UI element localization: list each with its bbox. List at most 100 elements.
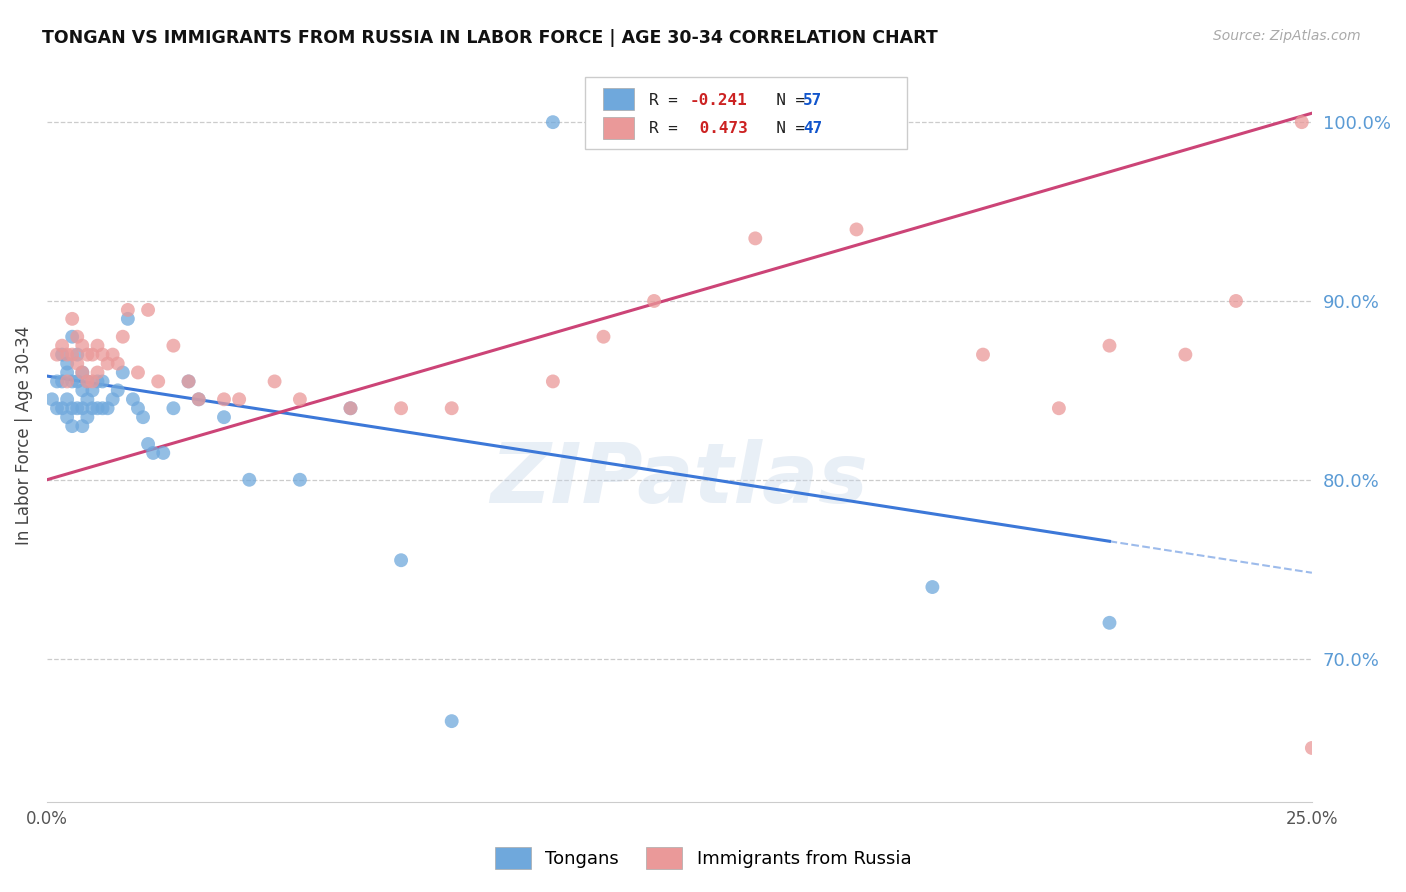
Point xyxy=(162,339,184,353)
Point xyxy=(339,401,361,416)
Point xyxy=(117,311,139,326)
Point xyxy=(76,375,98,389)
Point xyxy=(76,410,98,425)
Point xyxy=(76,392,98,407)
Point xyxy=(1098,615,1121,630)
Point xyxy=(162,401,184,416)
Point xyxy=(56,375,79,389)
Point xyxy=(72,419,94,434)
Point xyxy=(72,366,94,380)
Point xyxy=(117,302,139,317)
Point xyxy=(718,115,741,129)
Point xyxy=(56,392,79,407)
Point xyxy=(643,115,665,129)
Point xyxy=(152,446,174,460)
Text: ZIPatlas: ZIPatlas xyxy=(491,439,869,519)
Point xyxy=(60,348,83,362)
Point xyxy=(97,357,120,371)
Point xyxy=(1047,401,1070,416)
Text: R =: R = xyxy=(650,121,688,136)
Point xyxy=(389,553,412,567)
FancyBboxPatch shape xyxy=(603,117,634,139)
Point xyxy=(177,375,200,389)
Point xyxy=(82,348,104,362)
Point xyxy=(845,222,868,236)
Point xyxy=(76,375,98,389)
Point xyxy=(60,419,83,434)
Point xyxy=(86,339,108,353)
Point xyxy=(82,401,104,416)
Point xyxy=(1225,293,1247,308)
Point xyxy=(288,473,311,487)
Point xyxy=(921,580,943,594)
Point xyxy=(72,384,94,398)
Point xyxy=(66,357,89,371)
Point xyxy=(1301,741,1323,756)
Point xyxy=(111,366,134,380)
Point xyxy=(72,366,94,380)
Point xyxy=(541,115,564,129)
Point xyxy=(127,366,149,380)
Point xyxy=(86,401,108,416)
Text: 0.473: 0.473 xyxy=(689,121,747,136)
Point xyxy=(60,375,83,389)
Point xyxy=(1291,115,1313,129)
Point xyxy=(91,348,114,362)
Point xyxy=(212,410,235,425)
Point xyxy=(1098,339,1121,353)
Point xyxy=(440,401,463,416)
Point xyxy=(46,348,69,362)
Point xyxy=(86,366,108,380)
Point xyxy=(132,410,155,425)
Point xyxy=(187,392,209,407)
Point xyxy=(288,392,311,407)
Point xyxy=(1174,348,1197,362)
Point xyxy=(51,375,73,389)
Point xyxy=(101,348,124,362)
Point xyxy=(238,473,260,487)
Text: N =: N = xyxy=(756,121,814,136)
Point xyxy=(389,401,412,416)
Text: Source: ZipAtlas.com: Source: ZipAtlas.com xyxy=(1213,29,1361,43)
Point xyxy=(177,375,200,389)
Point xyxy=(972,348,994,362)
Point xyxy=(76,348,98,362)
Point xyxy=(136,302,159,317)
Point xyxy=(148,375,170,389)
Point xyxy=(111,329,134,343)
Legend: Tongans, Immigrants from Russia: Tongans, Immigrants from Russia xyxy=(488,839,918,876)
Point xyxy=(66,329,89,343)
Point xyxy=(212,392,235,407)
Point xyxy=(72,339,94,353)
Point xyxy=(82,384,104,398)
Point xyxy=(592,329,614,343)
Point xyxy=(66,375,89,389)
Point xyxy=(122,392,145,407)
Text: TONGAN VS IMMIGRANTS FROM RUSSIA IN LABOR FORCE | AGE 30-34 CORRELATION CHART: TONGAN VS IMMIGRANTS FROM RUSSIA IN LABO… xyxy=(42,29,938,46)
Point xyxy=(592,115,614,129)
Point xyxy=(60,311,83,326)
Point xyxy=(46,375,69,389)
Point xyxy=(794,115,817,129)
Point xyxy=(127,401,149,416)
Point xyxy=(107,384,129,398)
Point xyxy=(72,401,94,416)
Point xyxy=(41,392,63,407)
Point xyxy=(440,714,463,728)
Point xyxy=(643,293,665,308)
Point xyxy=(142,446,165,460)
Point xyxy=(744,231,766,245)
Point xyxy=(97,401,120,416)
Point xyxy=(46,401,69,416)
Point xyxy=(228,392,250,407)
Point xyxy=(101,392,124,407)
Point xyxy=(91,401,114,416)
Text: 57: 57 xyxy=(803,93,823,108)
Point xyxy=(60,329,83,343)
Point xyxy=(56,348,79,362)
Point xyxy=(66,348,89,362)
Point xyxy=(56,357,79,371)
Point xyxy=(66,401,89,416)
Point xyxy=(187,392,209,407)
Text: N =: N = xyxy=(756,93,814,108)
